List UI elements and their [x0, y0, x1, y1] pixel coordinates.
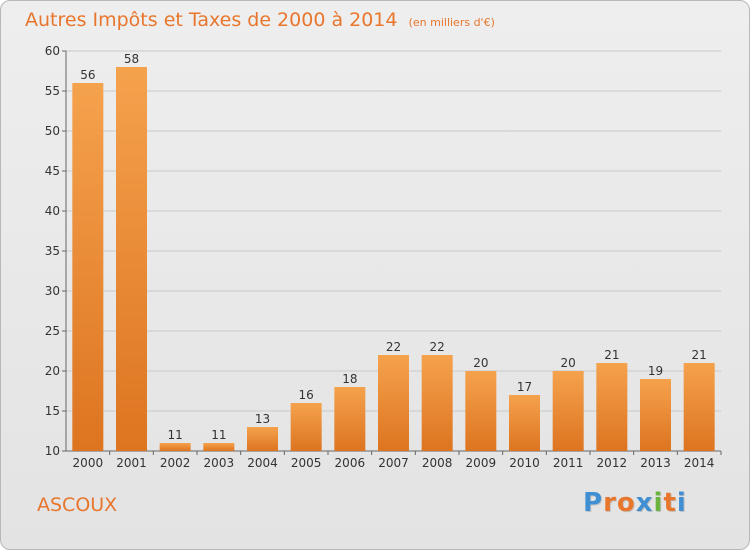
- y-tick-label-10: 10: [45, 444, 60, 458]
- data-labels: 56 58 11 11 13 16 18 22 22 20 17 20 21 19 21: [80, 52, 707, 442]
- proxiti-logo[interactable]: Proxiti: [583, 488, 687, 518]
- chart-title-block: Autres Impôts et Taxes de 2000 à 2014 (e…: [25, 9, 495, 31]
- data-label-2004: 13: [255, 412, 270, 426]
- chart-title: Autres Impôts et Taxes de 2000 à 2014: [25, 9, 398, 31]
- x-tick-label-2012: 2012: [597, 456, 628, 470]
- y-tick-label-55: 55: [45, 84, 60, 98]
- y-tick-label-30: 30: [45, 284, 60, 298]
- y-tick-label-15: 15: [45, 404, 60, 418]
- data-label-2006: 18: [342, 372, 357, 386]
- data-label-2010: 17: [517, 380, 532, 394]
- x-tick-label-2005: 2005: [291, 456, 322, 470]
- x-tick-label-2009: 2009: [466, 456, 497, 470]
- chart-subtitle: (en milliers d'€): [408, 16, 495, 29]
- bar-2014: [683, 363, 715, 451]
- bar-2001: [116, 67, 147, 451]
- data-label-2005: 16: [299, 388, 314, 402]
- data-label-2008: 22: [430, 340, 445, 354]
- logo-letter: r: [603, 488, 617, 518]
- data-label-2014: 21: [692, 348, 707, 362]
- bar-2012: [596, 363, 628, 451]
- x-tick-label-2013: 2013: [640, 456, 671, 470]
- data-label-2003: 11: [211, 428, 226, 442]
- bar-2013: [640, 379, 671, 451]
- x-tick-label-2003: 2003: [204, 456, 235, 470]
- logo-letter: i: [653, 488, 664, 518]
- bar-2002: [159, 443, 191, 451]
- data-label-2012: 21: [604, 348, 619, 362]
- bar-2009: [465, 371, 497, 451]
- x-tick-label-2004: 2004: [247, 456, 278, 470]
- x-tick-label-2011: 2011: [553, 456, 584, 470]
- x-tick-label-2006: 2006: [335, 456, 366, 470]
- bar-2000: [72, 83, 104, 451]
- logo-letter: x: [635, 488, 654, 518]
- x-tick-label-2008: 2008: [422, 456, 453, 470]
- y-tick-label-45: 45: [45, 164, 60, 178]
- commune-name: ASCOUX: [37, 494, 118, 516]
- data-label-2009: 20: [473, 356, 488, 370]
- bar-2005: [290, 403, 322, 451]
- bar-2010: [509, 395, 540, 451]
- bar-2003: [203, 443, 235, 451]
- logo-letter: t: [663, 488, 677, 518]
- bar-2004: [247, 427, 278, 451]
- bars: [72, 67, 715, 451]
- data-label-2002: 11: [168, 428, 183, 442]
- logo-letter: o: [616, 488, 636, 518]
- bar-2008: [421, 355, 453, 451]
- x-tick-label-2014: 2014: [684, 456, 715, 470]
- y-tick-label-60: 60: [45, 44, 60, 58]
- x-tick-label-2001: 2001: [116, 456, 147, 470]
- logo-letter: i: [676, 488, 687, 518]
- x-tick-label-2010: 2010: [509, 456, 540, 470]
- x-tick-label-2000: 2000: [73, 456, 104, 470]
- bar-2006: [334, 387, 366, 451]
- data-label-2013: 19: [648, 364, 663, 378]
- data-label-2007: 22: [386, 340, 401, 354]
- data-label-2001: 58: [124, 52, 139, 66]
- y-tick-label-50: 50: [45, 124, 60, 138]
- logo-letter: P: [583, 488, 604, 518]
- y-tick-label-40: 40: [45, 204, 60, 218]
- x-tick-label-2002: 2002: [160, 456, 191, 470]
- y-tick-label-20: 20: [45, 364, 60, 378]
- bar-2007: [378, 355, 409, 451]
- data-label-2000: 56: [80, 68, 95, 82]
- y-tick-label-35: 35: [45, 244, 60, 258]
- y-tick-label-25: 25: [45, 324, 60, 338]
- bar-2011: [552, 371, 584, 451]
- x-tick-label-2007: 2007: [378, 456, 409, 470]
- data-label-2011: 20: [561, 356, 576, 370]
